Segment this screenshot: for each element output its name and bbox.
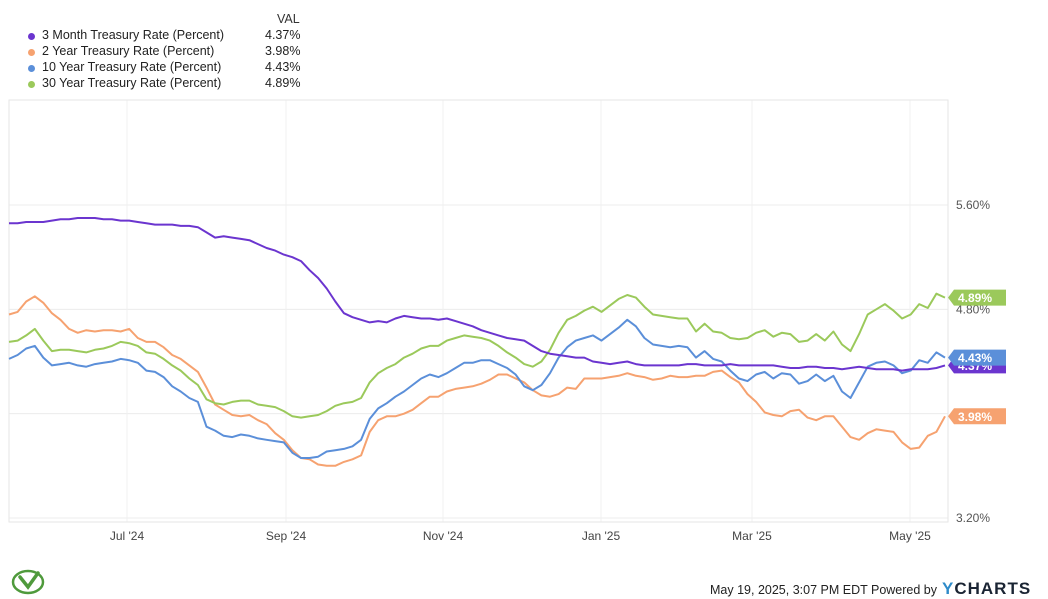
legend-value: 4.43%	[265, 60, 301, 74]
x-tick-label: Nov '24	[423, 529, 464, 543]
series-line-2[interactable]	[8, 318, 946, 459]
end-label-3: 4.89%	[948, 289, 1006, 306]
legend-marker-icon	[28, 33, 35, 40]
x-tick-label: Jul '24	[110, 529, 145, 543]
x-tick-label: Mar '25	[732, 529, 772, 543]
end-label-tag	[948, 408, 1006, 425]
series-line-3[interactable]	[8, 292, 946, 419]
legend-label: 3 Month Treasury Rate (Percent)	[42, 28, 225, 42]
series-line-1[interactable]	[8, 295, 946, 467]
legend-item-30-year[interactable]: 30 Year Treasury Rate (Percent) 4.89%	[28, 76, 328, 92]
legend-marker-icon	[28, 49, 35, 56]
x-axis: Jul '24 Sep '24 Nov '24 Jan '25 Mar '25 May '…	[110, 529, 931, 543]
y-tick-label: 3.20%	[956, 511, 990, 525]
footer-timestamp: May 19, 2025, 3:07 PM EDT Powered by	[710, 583, 937, 597]
legend-value: 3.98%	[265, 44, 301, 58]
plot-frame	[8, 99, 949, 523]
end-label-tag	[948, 349, 1006, 366]
series-line-0[interactable]	[9, 217, 946, 372]
x-tick-label: Jan '25	[582, 529, 621, 543]
legend-label: 10 Year Treasury Rate (Percent)	[42, 60, 222, 74]
legend-value: 4.37%	[265, 28, 301, 42]
ycharts-logo-icon	[11, 569, 45, 595]
legend-item-2-year[interactable]: 2 Year Treasury Rate (Percent) 3.98%	[28, 44, 328, 60]
end-label-text: 3.98%	[958, 410, 992, 424]
y-tick-label: 5.60%	[956, 198, 990, 212]
brand-rest: CHARTS	[954, 579, 1032, 598]
series-lines	[8, 217, 946, 467]
x-tick-label: May '25	[889, 529, 931, 543]
legend-marker-icon	[28, 81, 35, 88]
end-label-1: 3.98%	[948, 408, 1006, 425]
ycharts-brand[interactable]: YCHARTS	[942, 579, 1031, 599]
legend-item-10-year[interactable]: 10 Year Treasury Rate (Percent) 4.43%	[28, 60, 328, 76]
legend-label: 30 Year Treasury Rate (Percent)	[42, 76, 222, 90]
end-label-text: 4.89%	[958, 291, 992, 305]
grid-lines	[9, 100, 948, 522]
end-label-2: 4.43%	[948, 349, 1006, 366]
legend-header: VAL	[277, 12, 300, 26]
end-label-text: 4.43%	[958, 351, 992, 365]
legend-marker-icon	[28, 65, 35, 72]
end-value-labels: 4.37%3.98%4.43%4.89%	[948, 289, 1006, 425]
legend-label: 2 Year Treasury Rate (Percent)	[42, 44, 215, 58]
x-tick-label: Sep '24	[266, 529, 307, 543]
end-label-tag	[948, 289, 1006, 306]
brand-y: Y	[942, 579, 955, 598]
legend-value: 4.89%	[265, 76, 301, 90]
y-tick-label: 4.80%	[956, 302, 990, 316]
legend-item-3-month[interactable]: 3 Month Treasury Rate (Percent) 4.37%	[28, 28, 328, 44]
